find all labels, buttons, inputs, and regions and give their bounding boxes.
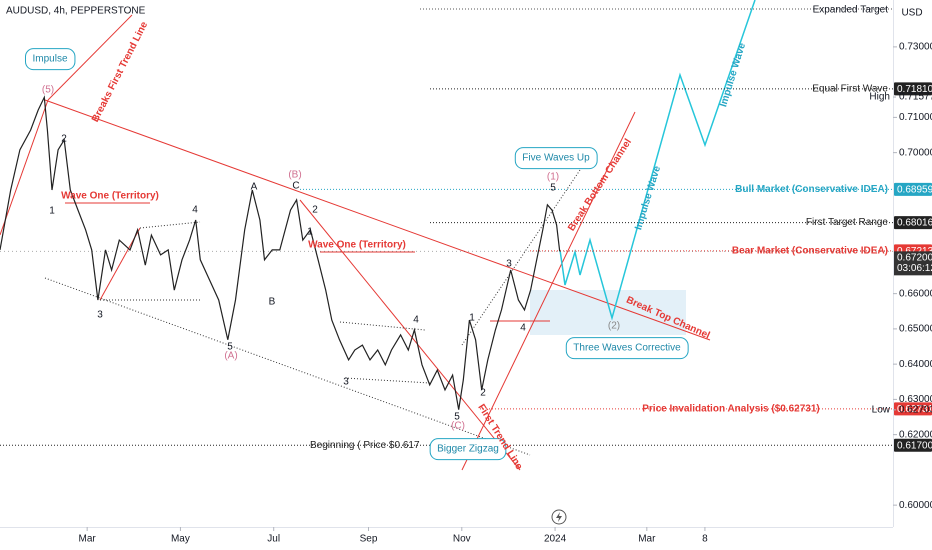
event-icon bbox=[556, 512, 562, 522]
price-label: 0.62731 bbox=[897, 404, 932, 415]
annotation: (2) bbox=[608, 321, 620, 332]
wave-channel bbox=[344, 377, 431, 384]
annotation: B bbox=[269, 297, 276, 308]
level-text: First Target Range bbox=[806, 217, 889, 228]
annotation: (1) bbox=[547, 172, 559, 183]
price-label-box bbox=[894, 82, 932, 96]
y-tick-label: 0.71000 bbox=[899, 112, 932, 123]
annotation: (B) bbox=[288, 170, 301, 181]
level-text: Bull Market (Conservative IDEA) bbox=[735, 184, 888, 195]
callout-box bbox=[514, 147, 598, 170]
y-tick-label: 0.70000 bbox=[899, 147, 932, 158]
event-icon bbox=[551, 509, 567, 525]
annotation: 1 bbox=[469, 313, 475, 324]
annotation: 4 bbox=[413, 315, 419, 326]
price-label-box bbox=[894, 402, 932, 416]
annotation: Expanded Target bbox=[813, 5, 889, 16]
annotation: (A) bbox=[224, 351, 237, 362]
high-label: 0.71577 bbox=[899, 92, 932, 103]
annotation: 2 bbox=[312, 205, 318, 216]
annotation: (C) bbox=[451, 421, 465, 432]
level-text: Price Invalidation Analysis ($0.62731) bbox=[642, 404, 820, 415]
price-label: 0.61700 bbox=[897, 440, 932, 451]
annotation: 5 bbox=[454, 412, 460, 423]
y-tick-label: 0.64000 bbox=[899, 359, 932, 370]
price-label-box bbox=[894, 438, 932, 452]
wave-channel bbox=[139, 221, 201, 229]
callout-text: Five Waves Up bbox=[522, 153, 590, 164]
bottom-channel-line bbox=[44, 277, 531, 456]
callout-box bbox=[565, 337, 689, 360]
callout-text: Three Waves Corrective bbox=[573, 343, 681, 354]
x-tick-label: 2024 bbox=[544, 534, 567, 545]
wave-channel bbox=[339, 321, 426, 331]
x-tick-label: Mar bbox=[79, 534, 97, 545]
annotation: C bbox=[292, 181, 299, 192]
currency-label: USD bbox=[901, 8, 922, 19]
countdown-label: 03:06:12 bbox=[897, 263, 932, 274]
level-text: Equal First Wave bbox=[812, 83, 888, 94]
low-label: 0.62703 bbox=[899, 405, 932, 416]
x-tick-label: Mar bbox=[638, 534, 656, 545]
x-tick-label: 8 bbox=[702, 534, 708, 545]
price-label-box bbox=[894, 216, 932, 230]
annotation: 1 bbox=[307, 227, 313, 238]
level-text: Bear Market (Conservative IDEA) bbox=[732, 246, 888, 257]
top-channel-line bbox=[44, 99, 711, 341]
high-name: High bbox=[869, 92, 890, 103]
annotation: 5 bbox=[550, 183, 556, 194]
annotation: 1 bbox=[49, 206, 55, 217]
price-label-box bbox=[894, 182, 932, 196]
price-label-box bbox=[894, 251, 932, 276]
annotation: 2 bbox=[480, 388, 486, 399]
level-text: Beginning ( Price $0.617 bbox=[310, 440, 420, 451]
price-line bbox=[0, 95, 561, 410]
target-zone bbox=[530, 290, 686, 335]
annotation: A bbox=[251, 182, 258, 193]
low-name: Low bbox=[872, 405, 891, 416]
annotation: (5) bbox=[42, 85, 54, 96]
annotation: 3 bbox=[97, 310, 103, 321]
chart-title: AUDUSD, 4h, PEPPERSTONE bbox=[6, 6, 146, 17]
price-label: 0.67200 bbox=[897, 252, 932, 263]
callout-box bbox=[429, 438, 507, 461]
y-tick-label: 0.62000 bbox=[899, 429, 932, 440]
annotation: Wave One (Territory) bbox=[308, 240, 406, 251]
callout-text: Impulse bbox=[32, 54, 67, 65]
annotation: 4 bbox=[520, 323, 526, 334]
projection-path bbox=[559, 0, 756, 321]
first-trend-line-ext bbox=[47, 14, 133, 101]
annotation: 5 bbox=[227, 342, 233, 353]
price-label: 0.68959 bbox=[897, 184, 932, 195]
annotation: 3 bbox=[506, 259, 512, 270]
annotation: 2 bbox=[61, 134, 67, 145]
y-tick-label: 0.63000 bbox=[899, 394, 932, 405]
callout-text: Bigger Zigzag bbox=[437, 444, 499, 455]
price-label: 0.68016 bbox=[897, 218, 932, 229]
callout-box bbox=[24, 48, 76, 71]
bottom-channel bbox=[461, 111, 636, 471]
x-tick-label: Sep bbox=[360, 534, 378, 545]
x-tick-label: Jul bbox=[267, 534, 280, 545]
y-tick-label: 0.66000 bbox=[899, 288, 932, 299]
x-tick-label: May bbox=[171, 534, 190, 545]
price-label: 0.71810 bbox=[897, 84, 932, 95]
upper-channel bbox=[461, 169, 581, 346]
annotation: Wave One (Territory) bbox=[61, 191, 159, 202]
annotation: 3 bbox=[343, 377, 349, 388]
y-tick-label: 0.73000 bbox=[899, 42, 932, 53]
annotation: 4 bbox=[192, 205, 198, 216]
y-tick-label: 0.60000 bbox=[899, 500, 932, 511]
y-tick-label: 0.65000 bbox=[899, 324, 932, 335]
first-trend-line bbox=[0, 99, 49, 236]
x-tick-label: Nov bbox=[453, 534, 471, 545]
